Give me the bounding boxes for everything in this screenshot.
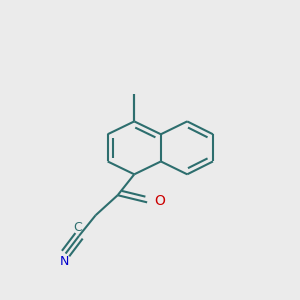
Text: O: O: [154, 194, 165, 208]
Text: N: N: [59, 255, 69, 268]
Text: C: C: [73, 220, 82, 233]
